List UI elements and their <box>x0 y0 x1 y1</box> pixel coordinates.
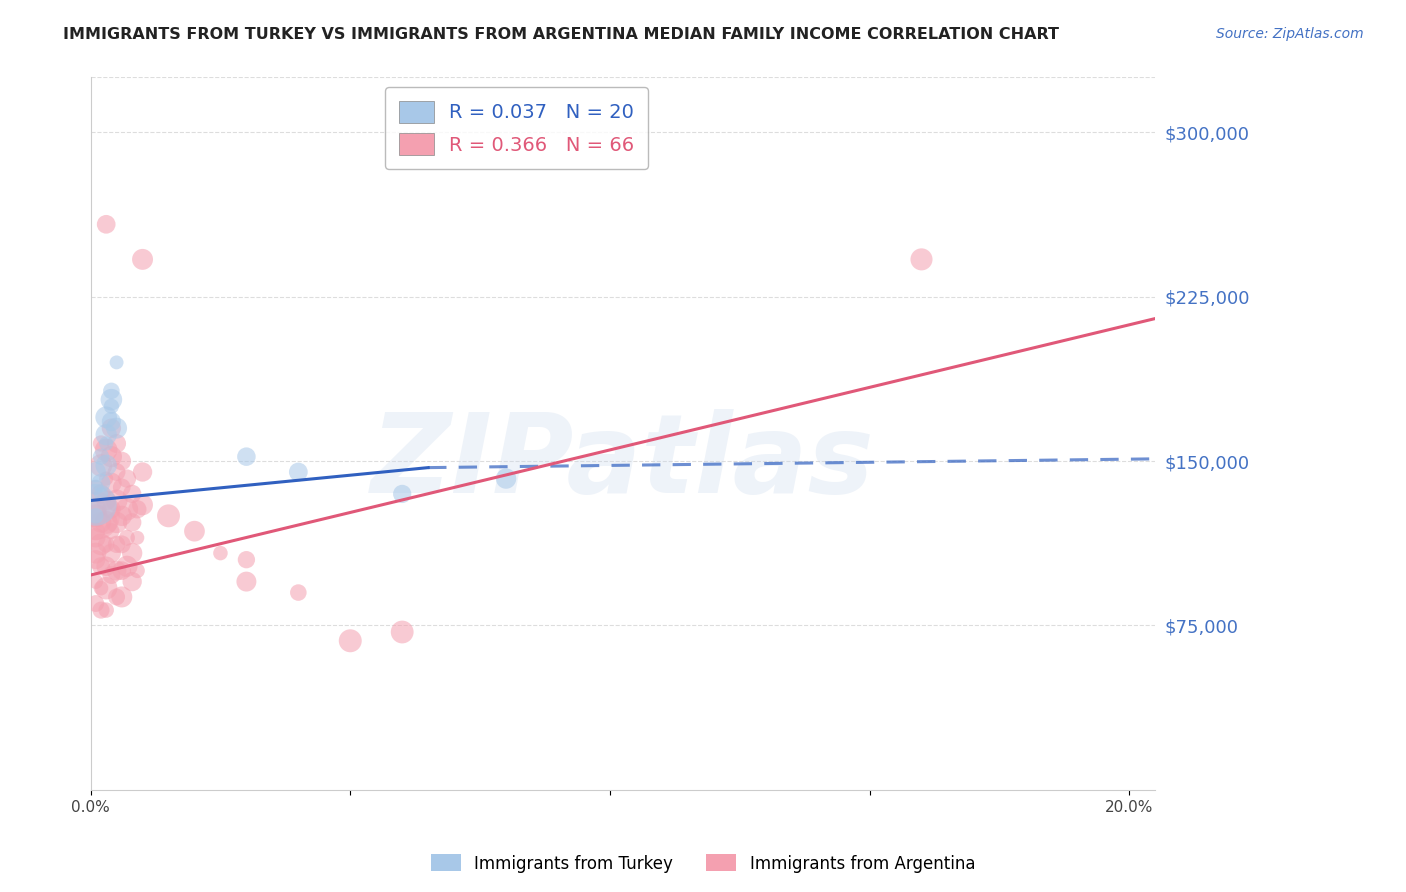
Point <box>90 450 112 464</box>
Point <box>111 508 134 523</box>
Point <box>111 480 134 494</box>
Point <box>84 480 107 494</box>
Point <box>287 465 309 479</box>
Point <box>111 454 134 468</box>
Point <box>105 465 128 479</box>
Point <box>391 487 413 501</box>
Point <box>115 559 138 574</box>
Point <box>84 508 107 523</box>
Point <box>121 516 143 530</box>
Text: ZIPatlas: ZIPatlas <box>371 409 875 516</box>
Point <box>100 546 122 560</box>
Point <box>183 524 205 538</box>
Point <box>495 472 517 486</box>
Point <box>96 472 118 486</box>
Point <box>115 531 138 545</box>
Point <box>96 427 118 442</box>
Point <box>121 487 143 501</box>
Point <box>84 502 107 516</box>
Point <box>131 498 153 512</box>
Point <box>96 559 118 574</box>
Point <box>90 458 112 473</box>
Point <box>90 475 112 490</box>
Point <box>127 502 149 516</box>
Point <box>84 508 107 523</box>
Legend: Immigrants from Turkey, Immigrants from Argentina: Immigrants from Turkey, Immigrants from … <box>425 847 981 880</box>
Point <box>111 590 134 604</box>
Point <box>115 502 138 516</box>
Point <box>100 384 122 398</box>
Point <box>235 450 257 464</box>
Point <box>105 564 128 578</box>
Point <box>96 537 118 551</box>
Point <box>105 590 128 604</box>
Point <box>90 487 112 501</box>
Point <box>105 516 128 530</box>
Point <box>100 415 122 429</box>
Point <box>90 487 112 501</box>
Point <box>100 502 122 516</box>
Legend: R = 0.037   N = 20, R = 0.366   N = 66: R = 0.037 N = 20, R = 0.366 N = 66 <box>385 87 648 169</box>
Point <box>111 537 134 551</box>
Point <box>235 552 257 566</box>
Point <box>111 564 134 578</box>
Point <box>84 508 107 523</box>
Point <box>131 252 153 267</box>
Point <box>96 436 118 450</box>
Point <box>84 465 107 479</box>
Point <box>84 480 107 494</box>
Point <box>131 465 153 479</box>
Point <box>90 581 112 595</box>
Point <box>90 436 112 450</box>
Point <box>235 574 257 589</box>
Point <box>90 603 112 617</box>
Point <box>391 625 413 640</box>
Point <box>127 531 149 545</box>
Point <box>105 493 128 508</box>
Point <box>100 524 122 538</box>
Point <box>96 458 118 473</box>
Point <box>127 564 149 578</box>
Point <box>84 546 107 560</box>
Point <box>96 443 118 458</box>
Point <box>910 252 932 267</box>
Point <box>96 410 118 425</box>
Point <box>96 516 118 530</box>
Text: Source: ZipAtlas.com: Source: ZipAtlas.com <box>1216 27 1364 41</box>
Point <box>96 581 118 595</box>
Point <box>105 436 128 450</box>
Point <box>96 217 118 231</box>
Text: IMMIGRANTS FROM TURKEY VS IMMIGRANTS FROM ARGENTINA MEDIAN FAMILY INCOME CORRELA: IMMIGRANTS FROM TURKEY VS IMMIGRANTS FRO… <box>63 27 1059 42</box>
Point <box>121 546 143 560</box>
Point <box>84 498 107 512</box>
Point <box>100 450 122 464</box>
Point <box>115 472 138 486</box>
Point <box>339 633 361 648</box>
Point <box>84 552 107 566</box>
Point <box>84 524 107 538</box>
Point <box>90 516 112 530</box>
Point <box>209 546 232 560</box>
Point <box>105 355 128 369</box>
Point <box>157 508 180 523</box>
Point <box>96 603 118 617</box>
Point <box>96 493 118 508</box>
Point <box>84 531 107 545</box>
Point <box>100 475 122 490</box>
Point <box>287 585 309 599</box>
Point <box>84 574 107 589</box>
Point <box>105 421 128 435</box>
Point <box>105 537 128 551</box>
Point <box>100 399 122 413</box>
Point <box>121 574 143 589</box>
Point <box>100 568 122 582</box>
Point <box>84 597 107 611</box>
Point <box>100 421 122 435</box>
Point <box>90 537 112 551</box>
Point <box>100 392 122 407</box>
Point <box>90 559 112 574</box>
